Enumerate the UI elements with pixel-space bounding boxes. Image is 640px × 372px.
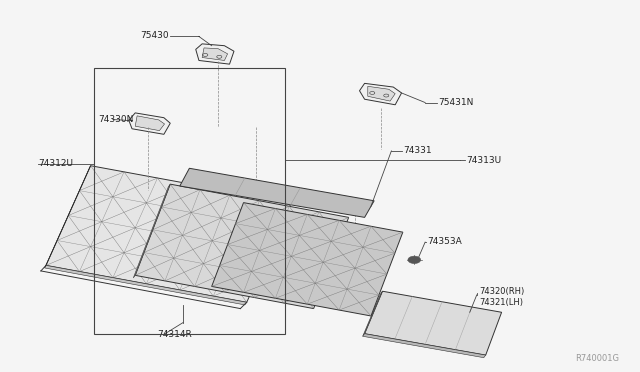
Bar (94, 68, 285, 334)
Polygon shape (360, 83, 401, 105)
Polygon shape (180, 168, 374, 217)
Polygon shape (365, 291, 502, 355)
Text: 74353A: 74353A (427, 237, 462, 246)
Text: 74313U: 74313U (467, 155, 502, 165)
Polygon shape (363, 291, 383, 336)
Polygon shape (202, 48, 228, 61)
Text: 74330N: 74330N (99, 115, 134, 124)
Text: 74321(LH): 74321(LH) (479, 298, 524, 307)
Polygon shape (45, 265, 246, 305)
Text: 74312U: 74312U (38, 159, 74, 169)
Text: 74320(RH): 74320(RH) (479, 287, 525, 296)
Polygon shape (45, 166, 91, 268)
Polygon shape (363, 334, 486, 358)
Text: R740001G: R740001G (575, 354, 620, 363)
Polygon shape (135, 116, 164, 131)
Polygon shape (368, 86, 395, 101)
Polygon shape (212, 203, 403, 316)
Polygon shape (196, 44, 234, 64)
Polygon shape (133, 184, 170, 278)
Text: 75430: 75430 (140, 31, 169, 40)
Circle shape (408, 256, 420, 263)
Polygon shape (135, 184, 349, 309)
Text: 74331: 74331 (403, 147, 431, 155)
Polygon shape (129, 113, 170, 134)
Polygon shape (46, 166, 291, 302)
Text: 75431N: 75431N (438, 98, 473, 107)
Text: 74314R: 74314R (157, 330, 192, 339)
